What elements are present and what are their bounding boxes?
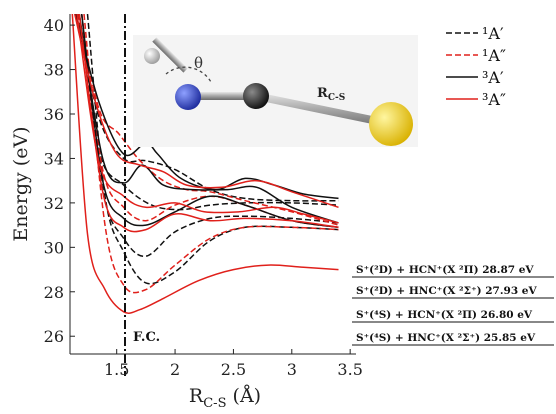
- sulfur-atom: [369, 102, 413, 146]
- legend: ¹A′ ¹A″ ³A′ ³A″: [446, 24, 506, 109]
- asymptote-label-3: S⁺(⁴S) + HCN⁺(X ²Π) 26.80 eV: [356, 309, 533, 321]
- plot-axes: 26 28 30 32 34 36 38 40 1.5 2 2.5 3 3.5: [44, 14, 363, 379]
- x-tick-label: 3.5: [337, 360, 362, 379]
- y-tick-label: 38: [44, 61, 64, 80]
- hydrogen-atom: [144, 48, 160, 64]
- potential-energy-curves: [71, 14, 339, 314]
- legend-label-singlet-aprime: ¹A′: [482, 24, 504, 43]
- y-tick-label: 32: [44, 194, 64, 213]
- x-tick-label: 3: [287, 360, 297, 379]
- series-line-triplet_A2prime-13: [73, 14, 339, 209]
- molecule-inset: θ RC-S: [133, 35, 418, 147]
- asymptote-label-1: S⁺(²D) + HCN⁺(X ²Π) 28.87 eV: [356, 264, 534, 276]
- y-tick-label: 30: [44, 238, 64, 257]
- x-tick-label: 1.5: [104, 360, 129, 379]
- x-tick-label: 2: [170, 360, 180, 379]
- x-tick-label: 2.5: [221, 360, 246, 379]
- series-line-singlet_Aprime-1: [80, 14, 339, 257]
- x-axis-label: RC-S (Å): [189, 385, 261, 411]
- y-tick-label: 26: [44, 327, 64, 346]
- y-tick-label: 28: [44, 283, 64, 302]
- angle-arc: [165, 66, 212, 83]
- y-tick-label: 34: [44, 149, 64, 168]
- legend-label-triplet-aprime: ³A′: [482, 68, 504, 87]
- carbon-atom: [243, 83, 269, 109]
- legend-label-singlet-a2prime: ¹A″: [482, 46, 506, 65]
- series-line-triplet_Aprime-8: [78, 14, 339, 224]
- franck-condon-label: F.C.: [133, 330, 160, 345]
- nitrogen-atom: [175, 84, 201, 110]
- y-tick-label: 36: [44, 105, 64, 124]
- series-line-triplet_A2prime-12: [76, 14, 339, 224]
- asymptote-labels: S⁺(²D) + HCN⁺(X ²Π) 28.87 eV S⁺(²D) + HN…: [352, 264, 554, 346]
- y-axis-label: Energy (eV): [10, 126, 32, 241]
- series-line-singlet_A2prime-4: [83, 14, 339, 294]
- y-tick-label: 40: [44, 16, 64, 35]
- theta-label: θ: [194, 54, 203, 72]
- series-line-singlet_A2prime-6: [77, 14, 339, 226]
- asymptote-label-2: S⁺(²D) + HNC⁺(X ²Σ⁺) 27.93 eV: [356, 285, 537, 297]
- legend-label-triplet-a2prime: ³A″: [482, 90, 506, 109]
- asymptote-label-4: S⁺(⁴S) + HNC⁺(X ²Σ⁺) 25.85 eV: [356, 332, 536, 344]
- series-line-triplet_A2prime-10: [71, 14, 339, 314]
- series-line-triplet_A2prime-11: [78, 14, 339, 233]
- series-line-triplet_Aprime-7: [80, 14, 339, 229]
